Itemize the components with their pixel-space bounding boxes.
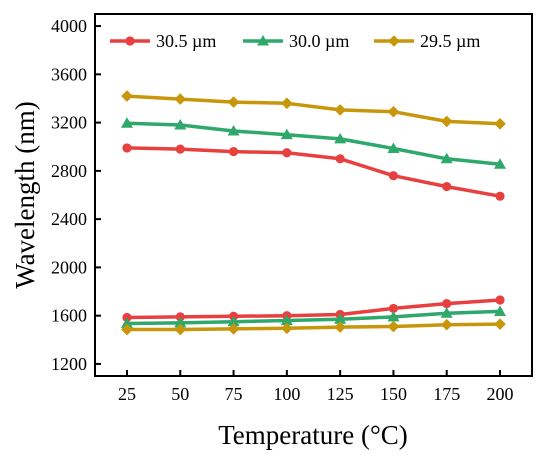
legend-item: 30.5 µm xyxy=(110,31,216,51)
series-3 xyxy=(120,117,507,169)
data-point xyxy=(335,154,345,164)
data-point xyxy=(334,104,346,116)
data-point xyxy=(280,314,293,325)
legend-label: 29.5 µm xyxy=(420,31,480,51)
series-line xyxy=(126,94,501,126)
data-point xyxy=(494,305,507,316)
plot-frame xyxy=(94,13,533,377)
y-axis-title: Wavelength (nm) xyxy=(10,101,40,289)
legend-swatch-marker xyxy=(125,36,135,46)
series-line xyxy=(127,322,501,332)
data-point xyxy=(227,323,240,335)
x-tick-label: 50 xyxy=(171,384,189,404)
data-point xyxy=(122,312,132,323)
series-5 xyxy=(121,90,506,130)
x-tick-label: 75 xyxy=(225,384,243,404)
data-point xyxy=(120,317,133,329)
data-point xyxy=(387,105,400,118)
data-point xyxy=(387,142,400,154)
data-point xyxy=(122,143,132,153)
legend-swatch-marker xyxy=(388,35,400,47)
data-point xyxy=(440,115,453,128)
x-tick-label: 200 xyxy=(487,384,514,404)
data-point xyxy=(280,128,293,140)
series-1 xyxy=(122,143,505,201)
data-point xyxy=(440,152,453,164)
data-point xyxy=(227,315,240,327)
data-point xyxy=(442,181,452,192)
series-line xyxy=(126,309,501,326)
series-line xyxy=(126,121,501,166)
data-point xyxy=(174,119,187,130)
legend-label: 30.5 µm xyxy=(156,31,216,51)
data-point xyxy=(387,310,400,322)
data-point xyxy=(334,321,346,333)
x-tick-label: 150 xyxy=(380,384,407,404)
y-tick-label: 2400 xyxy=(51,209,87,229)
data-point xyxy=(227,96,240,108)
data-point xyxy=(281,97,293,110)
series-6 xyxy=(121,318,506,336)
legend-label: 30.0 µm xyxy=(289,31,349,51)
data-point xyxy=(174,93,187,105)
data-point xyxy=(494,318,506,330)
legend: 30.5 µm 30.0 µm 29.5 µm xyxy=(110,31,480,51)
data-point xyxy=(440,318,453,331)
x-tick-label: 100 xyxy=(273,384,300,404)
data-point xyxy=(174,323,187,336)
axis-ticks: 25 50 75 100 125 150 175 200 1200 1600 2000 2400 280… xyxy=(51,16,514,404)
legend-item: 30.0 µm xyxy=(243,31,349,51)
series-layer xyxy=(120,90,507,336)
x-axis-title: Temperature (°C) xyxy=(218,420,408,450)
data-point xyxy=(388,303,399,314)
data-point xyxy=(334,132,347,144)
data-point xyxy=(387,320,400,333)
data-point xyxy=(334,313,347,324)
data-point xyxy=(174,316,187,328)
y-tick-label: 1600 xyxy=(51,306,87,326)
data-point xyxy=(121,323,133,336)
data-point xyxy=(494,158,507,169)
x-tick-label: 25 xyxy=(118,384,136,404)
y-tick-label: 4000 xyxy=(51,16,87,36)
data-point xyxy=(175,312,185,322)
data-point xyxy=(175,144,185,154)
data-point xyxy=(494,118,506,130)
x-tick-label: 125 xyxy=(327,384,354,404)
data-point xyxy=(227,125,240,136)
legend-item: 29.5 µm xyxy=(374,31,480,51)
y-tick-label: 2000 xyxy=(51,257,87,277)
data-point xyxy=(282,148,292,158)
legend-swatch-marker xyxy=(257,35,269,46)
data-point xyxy=(440,307,453,318)
x-tick-label: 175 xyxy=(433,384,460,404)
series-line xyxy=(126,146,501,198)
data-point xyxy=(442,299,452,309)
data-point xyxy=(228,146,239,157)
series-line xyxy=(126,298,501,320)
data-point xyxy=(120,117,133,128)
y-tick-label: 2800 xyxy=(51,161,87,181)
y-tick-label: 3200 xyxy=(51,113,87,133)
y-tick-label: 1200 xyxy=(51,354,87,374)
data-point xyxy=(495,295,505,305)
data-point xyxy=(121,90,133,102)
data-point xyxy=(281,322,293,335)
series-4 xyxy=(120,305,507,329)
data-point xyxy=(388,171,399,181)
data-point xyxy=(495,191,505,201)
y-tick-label: 3600 xyxy=(51,64,87,84)
